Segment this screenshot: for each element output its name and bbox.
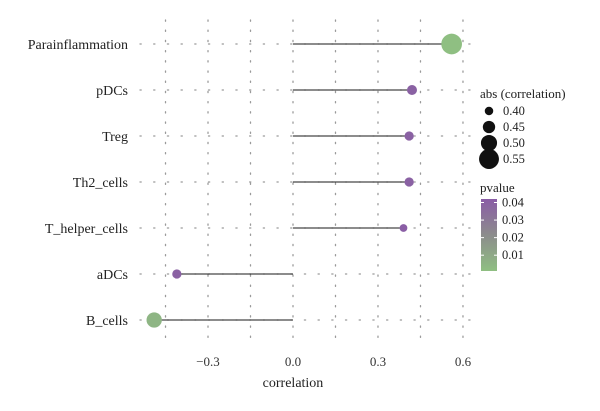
category-labels: Parainflammation pDCs Treg Th2_cells T_helpe…: [28, 38, 128, 329]
size-legend-label: 0.55: [503, 152, 525, 166]
size-legend-dot: [479, 149, 499, 169]
point-Treg: [404, 131, 414, 141]
point-Parainflammation: [441, 33, 462, 55]
size-legend-dot: [484, 106, 494, 116]
color-legend-label: 0.04: [502, 196, 525, 210]
category-label: aDCs: [97, 268, 128, 283]
category-label: B_cells: [86, 314, 128, 329]
color-legend: pvalue 0.04 0.03 0.02 0.01: [480, 180, 525, 271]
size-legend-dot: [482, 120, 496, 134]
color-legend-label: 0.01: [502, 248, 524, 262]
size-legend-title: abs (correlation): [480, 86, 566, 101]
category-label: pDCs: [96, 84, 128, 99]
point-Th2_cells: [404, 177, 414, 187]
size-legend-label: 0.40: [503, 104, 525, 118]
category-label: Th2_cells: [73, 176, 128, 191]
category-label: T_helper_cells: [45, 222, 128, 237]
size-legend-label: 0.50: [503, 136, 525, 150]
x-tick-label: 0.0: [285, 354, 301, 369]
category-label: Parainflammation: [28, 38, 128, 53]
lollipop-points: [146, 33, 462, 328]
point-B_cells: [146, 312, 162, 328]
x-axis-ticks: −0.3 0.0 0.3 0.6: [196, 354, 471, 369]
size-legend-label: 0.45: [503, 120, 525, 134]
point-aDCs: [172, 269, 182, 279]
size-legend-dot: [480, 134, 498, 152]
color-legend-title: pvalue: [480, 180, 515, 195]
x-tick-label: 0.3: [370, 354, 386, 369]
x-tick-label: −0.3: [196, 354, 220, 369]
color-legend-gradient-bar: [481, 199, 497, 271]
x-tick-label: 0.6: [455, 354, 472, 369]
color-legend-label: 0.03: [502, 213, 524, 227]
category-label: Treg: [102, 130, 128, 145]
point-T_helper_cells: [399, 224, 408, 232]
size-legend: abs (correlation) 0.40 0.45 0.50 0.55: [479, 86, 566, 169]
x-axis-title: correlation: [263, 376, 324, 391]
color-legend-label: 0.02: [502, 231, 524, 245]
lollipop-stems: [154, 43, 452, 321]
point-pDCs: [406, 84, 418, 96]
